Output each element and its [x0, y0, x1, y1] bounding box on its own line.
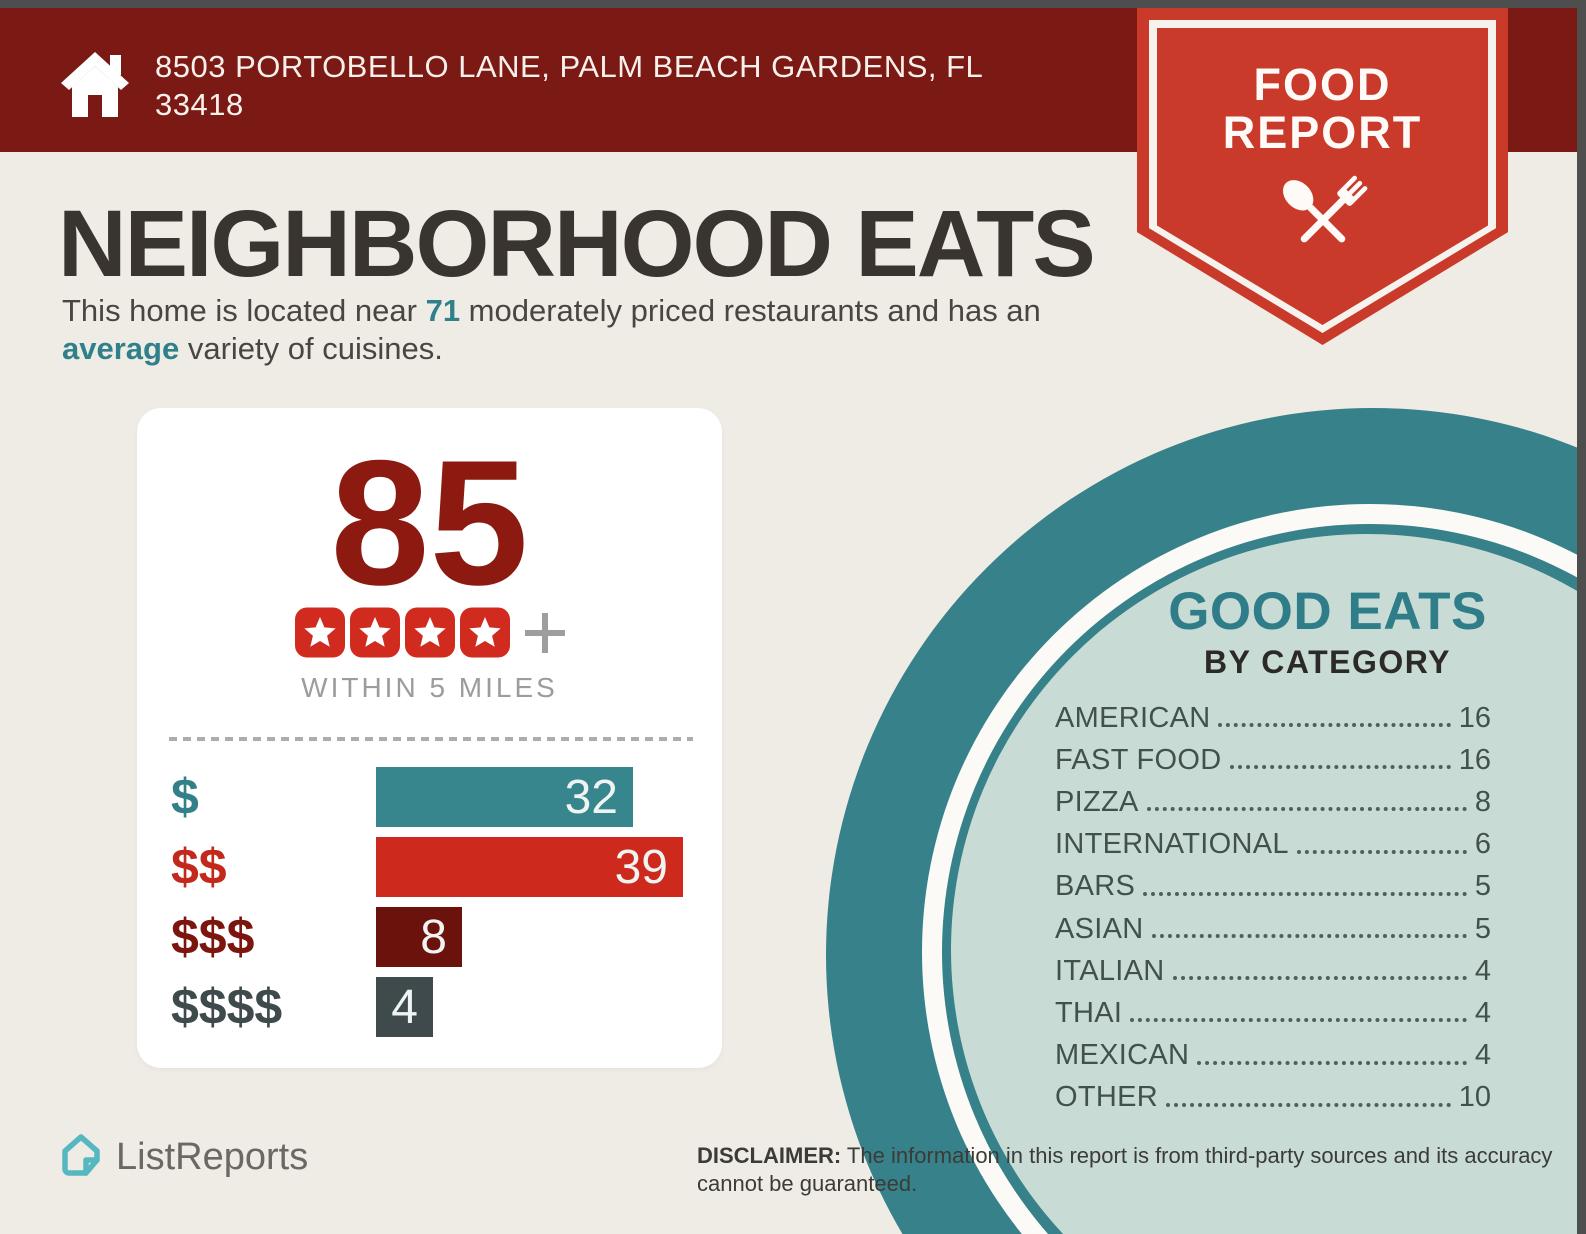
- plus-icon: [524, 612, 565, 653]
- dotted-leader: [1143, 891, 1467, 896]
- address-line-2: 33418: [155, 87, 244, 122]
- price-bar-row: $$ 39: [137, 837, 722, 897]
- listreports-house-icon: [58, 1130, 104, 1185]
- category-label: AMERICAN: [1055, 701, 1211, 734]
- dotted-leader: [1130, 1018, 1467, 1023]
- dashed-divider: [169, 737, 693, 741]
- disclaimer: DISCLAIMER: The information in this repo…: [697, 1142, 1577, 1197]
- property-address: 8503 PORTOBELLO LANE, PALM BEACH GARDENS…: [155, 48, 983, 124]
- star-tiles: [294, 607, 510, 658]
- listreports-wordmark: ListReports: [116, 1136, 309, 1178]
- dotted-leader: [1229, 765, 1451, 770]
- dotted-leader: [1218, 723, 1451, 728]
- price-bar: 4: [376, 977, 433, 1037]
- category-value: 5: [1474, 870, 1491, 903]
- category-value: 5: [1474, 912, 1491, 945]
- category-row: BARS 5: [1055, 866, 1491, 908]
- category-row: ITALIAN 4: [1055, 950, 1491, 992]
- restaurant-score: 85: [330, 423, 529, 622]
- intro-sentence: This home is located near 71 moderately …: [62, 292, 1067, 368]
- good-eats-subtitle: BY CATEGORY: [1203, 644, 1452, 680]
- intro-seg3: variety of cuisines.: [179, 331, 443, 366]
- listreports-logo: ListReports: [58, 1130, 308, 1185]
- dotted-leader: [1166, 1102, 1451, 1107]
- dotted-leader: [1146, 807, 1467, 812]
- dotted-leader: [1172, 976, 1467, 981]
- intro-seg1: This home is located near: [62, 293, 426, 328]
- star-icon: [349, 607, 400, 658]
- disclaimer-label: DISCLAIMER:: [697, 1143, 842, 1168]
- category-label: INTERNATIONAL: [1055, 828, 1289, 861]
- category-row: INTERNATIONAL 6: [1055, 824, 1491, 866]
- category-label: BARS: [1055, 870, 1136, 903]
- address-line-1: 8503 PORTOBELLO LANE, PALM BEACH GARDENS…: [155, 49, 984, 84]
- category-value: 4: [1474, 996, 1491, 1029]
- star-icon: [294, 607, 345, 658]
- price-bar-value: 32: [564, 770, 618, 824]
- dotted-leader: [1197, 1060, 1467, 1065]
- stars-row: [137, 607, 722, 658]
- restaurant-count: 71: [425, 293, 461, 328]
- dotted-leader: [1296, 849, 1467, 854]
- category-value: 4: [1474, 1039, 1491, 1072]
- price-bar-value: 4: [391, 980, 418, 1034]
- category-row: OTHER 10: [1055, 1077, 1491, 1119]
- window-right-edge: [1577, 0, 1586, 1234]
- category-row: THAI 4: [1055, 992, 1491, 1034]
- price-bar-row: $$$$ 4: [137, 977, 722, 1037]
- disclaimer-text: The information in this report is from t…: [697, 1143, 1553, 1196]
- price-level-label: $: [171, 769, 199, 825]
- category-label: ASIAN: [1055, 912, 1144, 945]
- intro-seg2: moderately priced restaurants and has an: [460, 293, 1041, 328]
- price-bar-value: 39: [614, 840, 668, 894]
- category-label: MEXICAN: [1055, 1039, 1190, 1072]
- price-bar: 39: [376, 837, 683, 897]
- window-top-edge: [0, 0, 1586, 8]
- ribbon-title-food: FOOD: [1253, 59, 1392, 110]
- category-label: OTHER: [1055, 1081, 1158, 1114]
- category-row: MEXICAN 4: [1055, 1035, 1491, 1077]
- score-card: 85 WITHIN 5 MILES $ 32 $$ 39 $$$: [137, 408, 722, 1068]
- price-bar: 32: [376, 767, 633, 827]
- category-row: ASIAN 5: [1055, 908, 1491, 950]
- food-report-ribbon: FOOD REPORT: [1137, 8, 1508, 345]
- ribbon-title-report: REPORT: [1222, 107, 1423, 158]
- variety-highlight: average: [62, 331, 180, 366]
- category-value: 16: [1458, 701, 1491, 734]
- category-label: THAI: [1055, 996, 1123, 1029]
- category-value: 4: [1474, 954, 1491, 987]
- price-bar: 8: [376, 907, 462, 967]
- category-list: AMERICAN 16 FAST FOOD 16 PIZZA 8 INTERNA…: [1055, 697, 1491, 1119]
- category-label: PIZZA: [1055, 785, 1139, 818]
- category-label: FAST FOOD: [1055, 743, 1222, 776]
- category-value: 10: [1458, 1081, 1491, 1114]
- good-eats-title: GOOD EATS: [1168, 582, 1487, 641]
- category-value: 16: [1458, 743, 1491, 776]
- dotted-leader: [1151, 934, 1467, 939]
- category-value: 8: [1474, 785, 1491, 818]
- category-row: FAST FOOD 16: [1055, 739, 1491, 781]
- price-bar-value: 8: [420, 910, 447, 964]
- spoon-fork-icon: [1267, 158, 1379, 275]
- home-icon: [58, 44, 132, 129]
- radius-label: WITHIN 5 MILES: [301, 672, 558, 703]
- price-bar-row: $ 32: [137, 767, 722, 827]
- price-level-label: $$$$: [171, 979, 283, 1035]
- price-bar-row: $$$ 8: [137, 907, 722, 967]
- star-icon: [404, 607, 455, 658]
- star-icon: [459, 607, 510, 658]
- category-row: PIZZA 8: [1055, 781, 1491, 823]
- good-eats-heading: GOOD EATS BY CATEGORY: [1055, 585, 1586, 678]
- category-row: AMERICAN 16: [1055, 697, 1491, 739]
- price-level-label: $$$: [171, 909, 255, 965]
- category-label: ITALIAN: [1055, 954, 1165, 987]
- price-level-label: $$: [171, 839, 227, 895]
- category-value: 6: [1474, 828, 1491, 861]
- page-title: NEIGHBORHOOD EATS: [58, 191, 1096, 297]
